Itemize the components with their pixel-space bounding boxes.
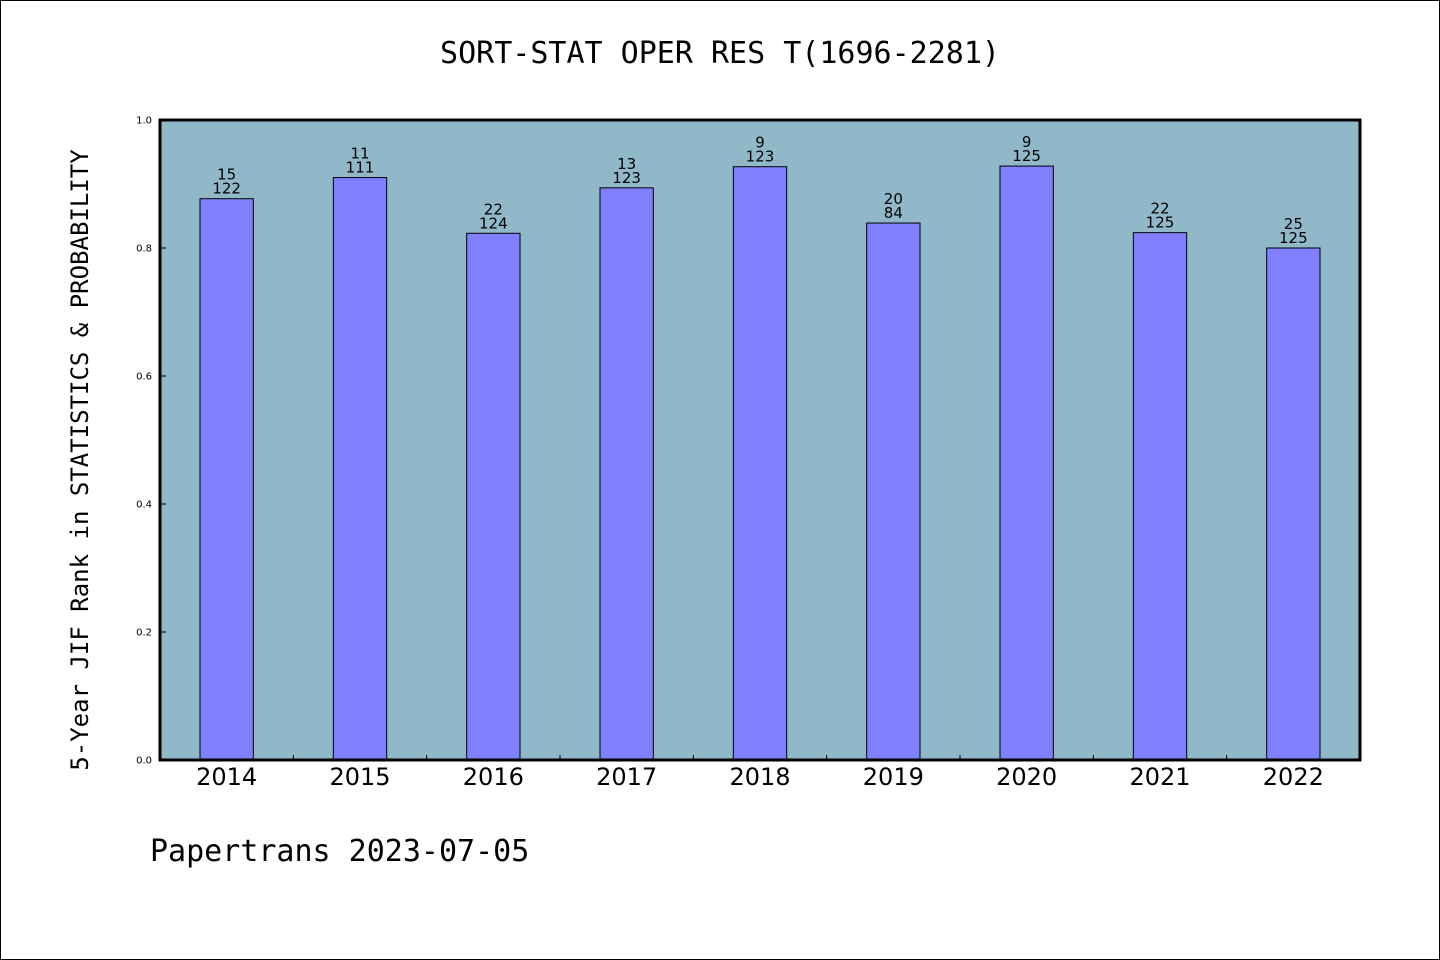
bar-total-label-2018: 123 (746, 148, 775, 166)
bar-2021 (1132, 232, 1188, 761)
bar-rank-label-2014: 15 (217, 166, 236, 184)
bar-total-label-2015: 111 (346, 159, 375, 177)
bar-rank-label-2020: 9 (1022, 133, 1032, 151)
bar-total-label-2016: 124 (479, 214, 508, 232)
x-tick-label-2017: 2017 (596, 763, 657, 791)
x-tick-label-2014: 2014 (196, 763, 257, 791)
x-tick-label-2022: 2022 (1263, 763, 1324, 791)
bar-2017 (599, 187, 654, 761)
x-tick-label-2021: 2021 (1129, 763, 1190, 791)
x-tick-label-2018: 2018 (729, 763, 790, 791)
y-tick-label-0.8: 0.8 (136, 244, 152, 255)
bar-rank-label-2015: 11 (350, 145, 369, 163)
bar-2014 (199, 198, 254, 761)
bar-total-label-2019: 84 (884, 204, 903, 222)
bar-2016 (466, 232, 521, 761)
bar-total-label-2017: 123 (612, 169, 641, 187)
bars-group (199, 165, 1321, 761)
bar-2018 (732, 166, 788, 761)
bar-total-label-2014: 122 (212, 180, 241, 198)
plot-border (158, 118, 1362, 762)
footer-credit: Papertrans 2023-07-05 (150, 834, 530, 869)
x-axis: 2014 2015 2016 2017 2018 2019 2020 2021 2022 (196, 755, 1324, 791)
bar-total-label-2021: 125 (1146, 214, 1175, 232)
bar-2022 (1266, 247, 1321, 761)
bar-rank-label-2019: 20 (884, 190, 903, 208)
bar-2015 (332, 177, 388, 761)
y-tick-label-1.0: 1.0 (136, 116, 152, 127)
bar-2019 (866, 222, 921, 761)
x-tick-label-2020: 2020 (996, 763, 1057, 791)
bar-rank-label-2021: 22 (1150, 200, 1169, 218)
y-tick-label-0.4: 0.4 (136, 500, 152, 511)
bar-total-label-2022: 125 (1279, 229, 1308, 247)
chart-title: SORT-STAT OPER RES T(1696-2281) (440, 36, 1000, 71)
y-tick-label-0.0: 0.0 (136, 756, 152, 767)
bar-2020 (999, 165, 1054, 761)
bar-rank-label-2018: 9 (755, 134, 765, 152)
bar-rank-label-2017: 13 (617, 155, 636, 173)
y-tick-label-0.6: 0.6 (136, 372, 152, 383)
bar-total-label-2020: 125 (1012, 147, 1041, 165)
x-tick-label-2016: 2016 (463, 763, 524, 791)
x-tick-label-2019: 2019 (863, 763, 924, 791)
y-tick-label-0.2: 0.2 (136, 628, 152, 639)
bar-rank-label-2022: 25 (1284, 215, 1303, 233)
x-tick-label-2015: 2015 (329, 763, 390, 791)
bar-rank-label-2016: 22 (484, 200, 503, 218)
